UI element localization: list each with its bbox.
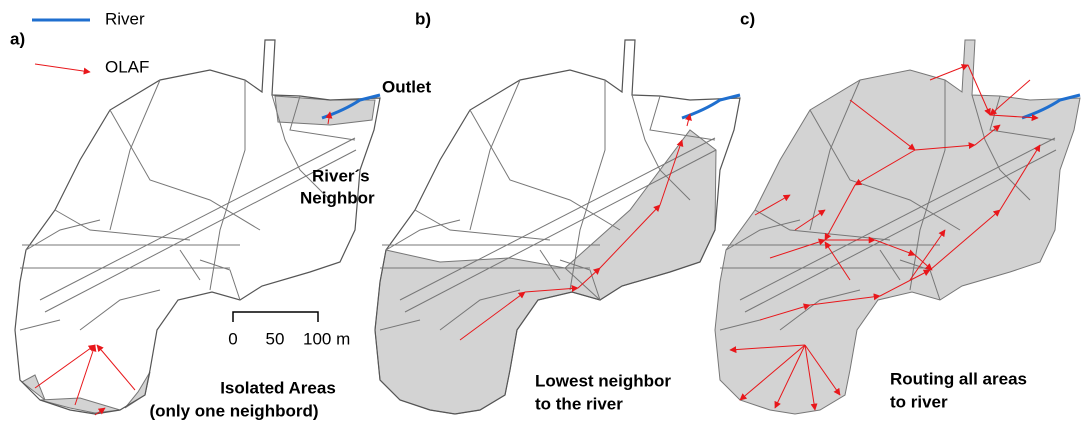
annotation: Routing all areas bbox=[890, 369, 1027, 388]
annotation: Isolated Areas bbox=[220, 378, 336, 397]
panel-label: c) bbox=[740, 9, 755, 28]
olaf-arrow bbox=[849, 99, 916, 151]
olaf-arrow bbox=[824, 184, 856, 241]
panel-label: a) bbox=[10, 29, 25, 48]
lowest-neighbor-area bbox=[564, 129, 717, 301]
isolated-area bbox=[21, 374, 47, 402]
olaf-arrow bbox=[599, 204, 661, 269]
olaf-arrow bbox=[929, 209, 1001, 271]
olaf-arrow bbox=[769, 238, 826, 259]
annotation: River´s bbox=[312, 166, 370, 185]
legend: River OLAF bbox=[32, 9, 149, 76]
olaf-arrow bbox=[989, 79, 1031, 116]
river bbox=[681, 93, 741, 120]
scale-line bbox=[232, 311, 319, 322]
olaf-arrow bbox=[685, 113, 692, 127]
olaf-arrow bbox=[974, 124, 1001, 146]
basin-area bbox=[714, 39, 1081, 415]
river bbox=[1021, 93, 1081, 120]
olaf-arrow bbox=[879, 269, 931, 297]
scale-bar: 0 50 100 m bbox=[228, 311, 350, 348]
olaf-arrow bbox=[824, 241, 851, 281]
olaf-arrow bbox=[914, 254, 933, 271]
olaf-arrow bbox=[729, 344, 806, 354]
olaf-arrow bbox=[874, 239, 916, 257]
annotation: (only one neighbord) bbox=[149, 401, 318, 420]
olaf-arrow bbox=[809, 293, 881, 306]
olaf-arrow bbox=[967, 64, 991, 116]
olaf-arrow bbox=[325, 111, 333, 125]
scale-label: 100 m bbox=[303, 329, 350, 348]
olaf-arrow bbox=[754, 194, 791, 216]
olaf-arrow bbox=[34, 344, 96, 389]
panel-b: b) Lowest neighbor to the river bbox=[374, 9, 741, 415]
annotation: Lowest neighbor bbox=[535, 371, 671, 390]
olaf-arrow bbox=[659, 139, 684, 206]
panel-label: b) bbox=[415, 9, 431, 28]
annotation: to the river bbox=[535, 394, 623, 413]
olaf-arrow bbox=[74, 344, 97, 406]
annotation: to river bbox=[890, 392, 948, 411]
annotation: Neighbor bbox=[300, 188, 375, 207]
olaf-arrow bbox=[774, 344, 806, 409]
olaf-arrow bbox=[989, 114, 1039, 122]
isolated-area bbox=[39, 397, 121, 414]
legend-label: River bbox=[105, 9, 145, 28]
olaf-arrow bbox=[929, 64, 969, 81]
olaf-arrow bbox=[854, 149, 916, 186]
olaf-arrow bbox=[804, 344, 818, 411]
olaf-arrow bbox=[739, 344, 806, 401]
basin-outline bbox=[14, 39, 381, 415]
scale-label: 0 bbox=[228, 329, 237, 348]
olaf-arrows bbox=[729, 64, 1041, 411]
olaf-arrow bbox=[999, 144, 1041, 211]
olaf-arrow bbox=[94, 407, 106, 416]
olaf-arrow bbox=[459, 291, 526, 341]
olaf-arrow bbox=[794, 209, 826, 231]
olaf-arrow bbox=[759, 303, 811, 321]
olaf-arrow bbox=[524, 284, 579, 293]
annotation: Outlet bbox=[382, 77, 431, 96]
legend-olaf-arrow bbox=[34, 63, 91, 75]
legend-label: OLAF bbox=[105, 57, 149, 76]
scale-label: 50 bbox=[266, 329, 285, 348]
olaf-arrow bbox=[914, 142, 976, 151]
panel-c: c) Routing all areas to river bbox=[714, 9, 1081, 415]
panel-a: a) Outlet River´s Neighbor Isolated Area… bbox=[10, 29, 431, 420]
olaf-arrow bbox=[804, 344, 841, 396]
olaf-arrow bbox=[577, 267, 601, 289]
olaf-arrow bbox=[96, 344, 136, 391]
olaf-arrow bbox=[909, 229, 946, 281]
